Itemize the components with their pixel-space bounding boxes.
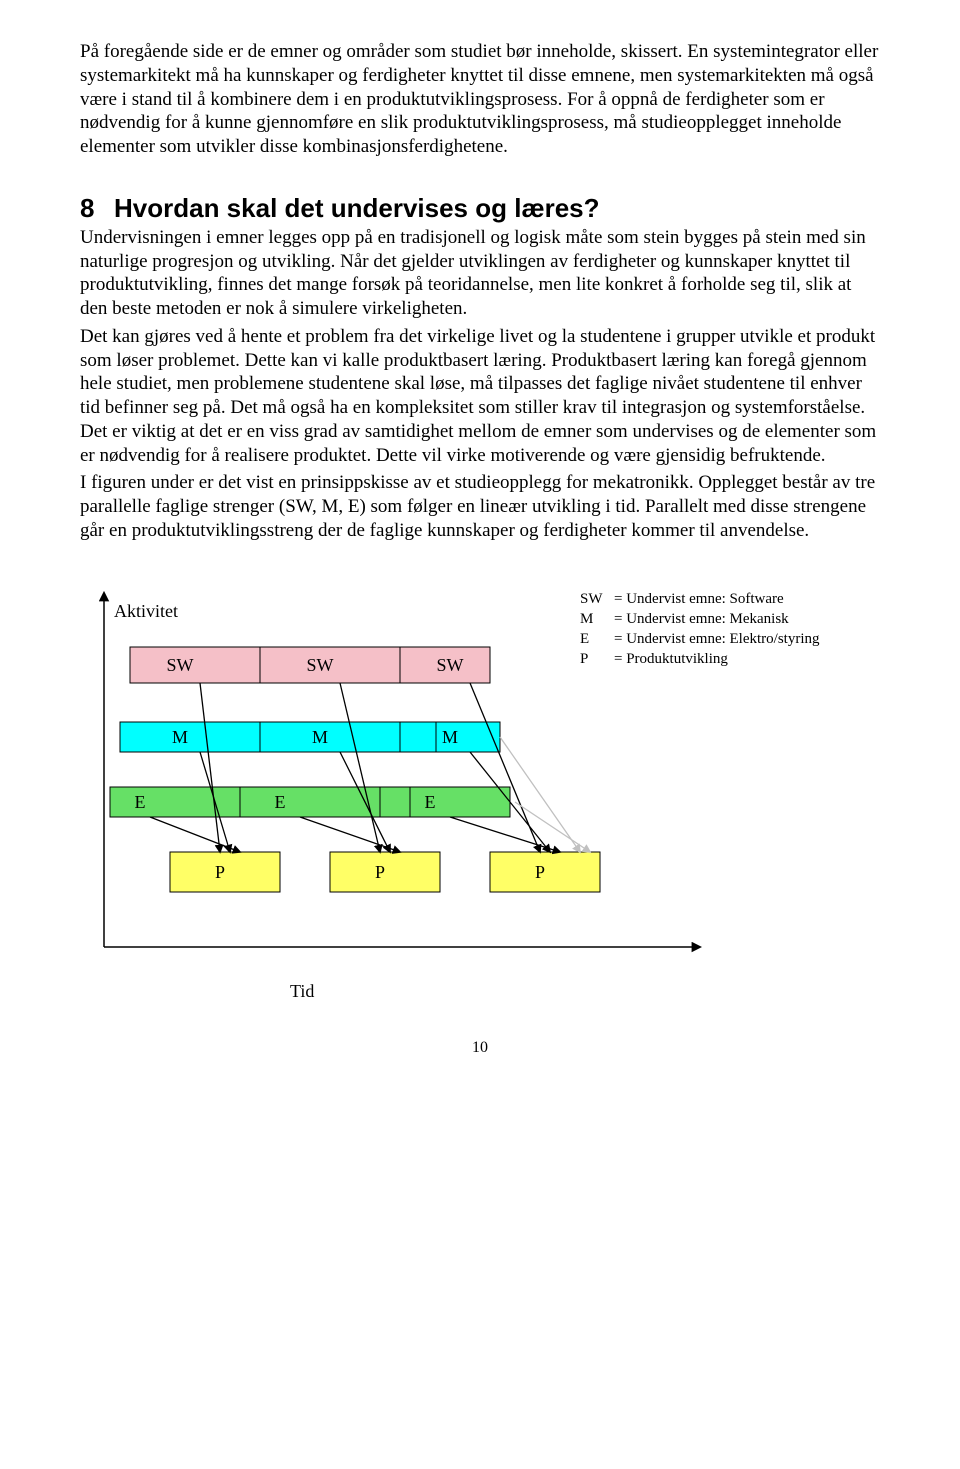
connector-arrow bbox=[200, 683, 220, 852]
document-page: På foregående side er de emner og område… bbox=[0, 0, 960, 1077]
continuation-arrow bbox=[515, 802, 590, 852]
legend-code: SW bbox=[580, 591, 603, 607]
e-label: E bbox=[135, 792, 146, 812]
section-heading: 8Hvordan skal det undervises og læres? bbox=[80, 193, 880, 224]
legend-text: = Undervist emne: Mekanisk bbox=[614, 611, 789, 627]
p-label: P bbox=[375, 862, 385, 882]
continuation-arrow bbox=[500, 737, 580, 852]
diagram-legend: SW = Undervist emne: Software M = Undervist… bbox=[580, 591, 820, 667]
legend-text: = Undervist emne: Software bbox=[614, 591, 784, 607]
sw-label: SW bbox=[307, 655, 334, 675]
legend-text: = Undervist emne: Elektro/styring bbox=[614, 631, 820, 647]
intro-paragraph: På foregående side er de emner og område… bbox=[80, 40, 880, 159]
m-label: M bbox=[312, 727, 328, 747]
legend-code: E bbox=[580, 631, 589, 647]
section-paragraph-2: Det kan gjøres ved å hente et problem fr… bbox=[80, 325, 880, 468]
diagram-connectors bbox=[150, 683, 560, 852]
y-axis-label: Aktivitet bbox=[114, 601, 178, 621]
x-axis-label: Tid bbox=[290, 981, 314, 1001]
m-label: M bbox=[442, 727, 458, 747]
legend-code: M bbox=[580, 611, 593, 627]
section-paragraph-1: Undervisningen i emner legges opp på en … bbox=[80, 226, 880, 321]
m-label: M bbox=[172, 727, 188, 747]
mekatronikk-diagram: SWSWSWMMMEEEPPP Aktivitet Tid SW= Underv… bbox=[80, 587, 880, 1027]
diagram-rows: SW SW SW M M M E E E P P P bbox=[110, 647, 600, 892]
diagram-svg: SWSWSWMMMEEEPPP Aktivitet Tid SW= Underv… bbox=[80, 587, 880, 1027]
e-bar bbox=[110, 787, 510, 817]
connector-arrow bbox=[340, 683, 380, 852]
connector-arrow bbox=[300, 817, 400, 852]
e-label: E bbox=[425, 792, 436, 812]
page-number: 10 bbox=[80, 1039, 880, 1057]
section-title: Hvordan skal det undervises og læres? bbox=[114, 193, 600, 223]
section-paragraph-3: I figuren under er det vist en prinsipps… bbox=[80, 471, 880, 542]
diagram-unknown-arrows bbox=[500, 737, 590, 852]
legend-code: P bbox=[580, 651, 588, 667]
connector-arrow bbox=[450, 817, 560, 852]
p-label: P bbox=[215, 862, 225, 882]
section-number: 8 bbox=[80, 193, 114, 224]
sw-label: SW bbox=[167, 655, 194, 675]
connector-arrow bbox=[150, 817, 240, 852]
legend-text: = Produktutvikling bbox=[614, 651, 728, 667]
e-label: E bbox=[275, 792, 286, 812]
sw-label: SW bbox=[437, 655, 464, 675]
p-label: P bbox=[535, 862, 545, 882]
